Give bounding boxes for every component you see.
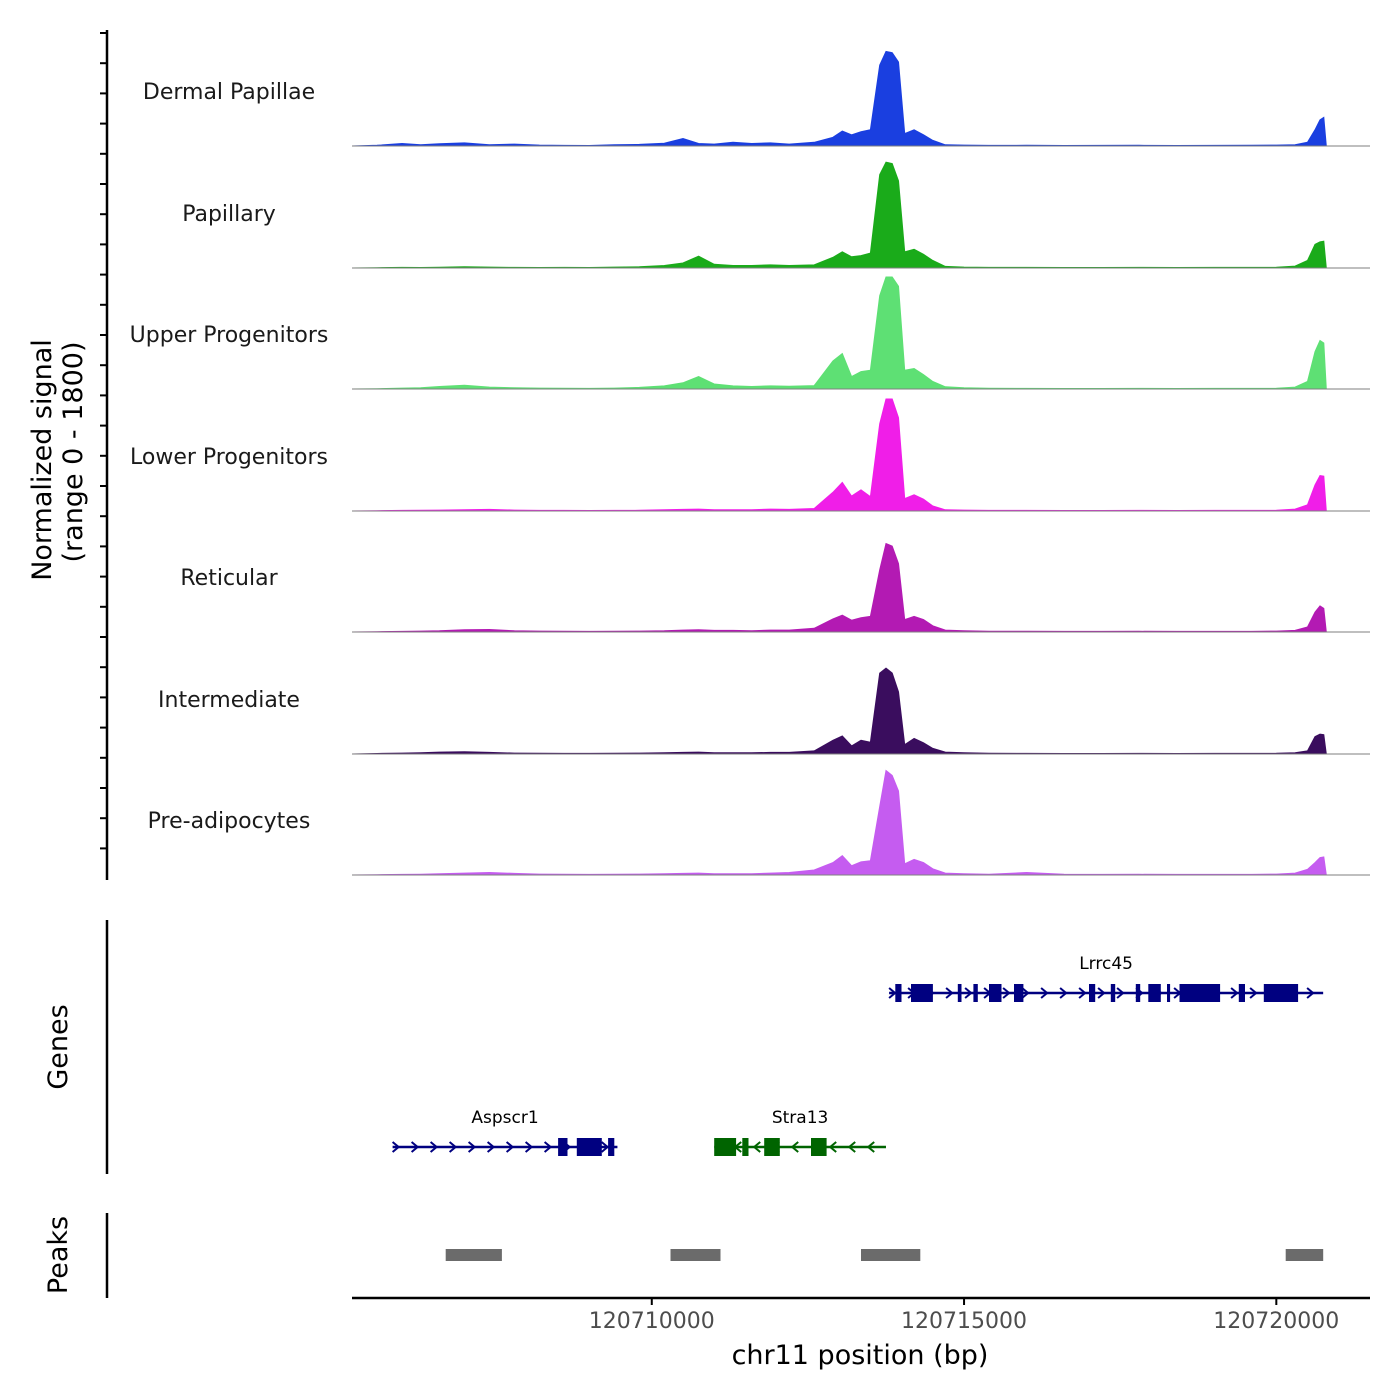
coverage-area-upper-progenitors [351,276,1327,390]
y-axis-title-line2: (range 0 - 1800) [58,342,89,563]
gene-label-lrrc45: Lrrc45 [1079,954,1133,974]
exon-stra13 [764,1138,780,1156]
strand-arrow [828,1141,837,1153]
exon-stra13 [742,1138,749,1156]
exon-lrrc45 [1014,984,1024,1002]
strand-arrow [391,1141,401,1153]
exon-lrrc45 [1089,984,1096,1002]
y-axis-title-line1: Normalized signal [27,339,58,581]
strand-arrow [524,1141,534,1153]
strand-arrow [1230,987,1239,999]
strand-arrow [410,1141,420,1153]
exon-stra13 [714,1138,737,1156]
coverage-area-reticular [351,542,1327,633]
coverage-tracks [351,50,1370,876]
strand-arrow [1116,987,1125,999]
exon-lrrc45 [1148,984,1161,1002]
exon-lrrc45 [1179,984,1221,1002]
x-axis-ticks: 120710000 120715000 120720000 [589,1298,1339,1334]
track-label: Upper Progenitors [130,323,329,348]
exon-lrrc45 [1238,984,1245,1002]
exon-lrrc45 [911,984,933,1002]
coverage-area-intermediate [351,667,1327,755]
strand-arrow [448,1141,458,1153]
strand-arrow [888,987,897,999]
x-tick-label: 120710000 [589,1309,715,1334]
peaks-panel-label: Peaks [43,1216,74,1294]
exon-aspscr1 [558,1138,568,1156]
track-label: Intermediate [158,688,300,713]
track-label: Pre-adipocytes [148,809,311,834]
exon-stra13 [811,1138,827,1156]
strand-arrow [1097,987,1106,999]
x-axis-title: chr11 position (bp) [732,1340,989,1371]
strand-arrow [1249,987,1258,999]
strand-arrow [429,1141,439,1153]
peak-region [1285,1249,1324,1261]
strand-arrow [543,1141,553,1153]
strand-arrow [1021,987,1030,999]
strand-arrow [1040,987,1049,999]
x-tick-label: 120720000 [1213,1309,1339,1334]
strand-arrow [600,1141,610,1153]
exon-lrrc45 [989,984,1002,1002]
exon-lrrc45 [1167,984,1171,1002]
exon-lrrc45 [1135,984,1141,1002]
exon-lrrc45 [973,984,978,1002]
coverage-y-axis-ticks [100,32,107,850]
exon-lrrc45 [1110,984,1116,1002]
exon-lrrc45 [957,984,962,1002]
peak-region [670,1249,721,1261]
coverage-area-papillary [351,161,1327,269]
strand-arrow [467,1141,477,1153]
track-label: Reticular [180,566,278,591]
gene-label-aspscr1: Aspscr1 [471,1108,538,1128]
strand-arrow [505,1141,515,1153]
gene-annotations: Lrrc45 Aspscr1 Stra13 [391,954,1324,1156]
coverage-area-lower-progenitors [351,398,1327,512]
coverage-area-pre-adipocytes [351,769,1327,876]
strand-arrow [1078,987,1087,999]
peak-region [861,1249,921,1261]
strand-arrow [1002,987,1011,999]
exon-lrrc45 [1263,984,1299,1002]
track-labels: Dermal Papillae Papillary Upper Progenitor… [130,80,329,834]
gene-label-stra13: Stra13 [772,1108,829,1128]
exon-lrrc45 [895,984,902,1002]
coverage-area-dermal-papillae [351,50,1327,147]
strand-arrow [945,987,954,999]
strand-arrow [866,1141,875,1153]
peak-regions [445,1249,1324,1261]
strand-arrow [486,1141,496,1153]
strand-arrow [752,1141,761,1153]
track-label: Dermal Papillae [143,80,315,105]
track-label: Papillary [182,202,276,227]
genes-panel-label: Genes [43,1004,74,1089]
strand-arrow [964,987,973,999]
x-tick-label: 120715000 [901,1309,1027,1334]
track-label: Lower Progenitors [130,445,328,470]
exon-aspscr1 [576,1138,602,1156]
peak-region [445,1249,502,1261]
strand-arrow [1059,987,1068,999]
strand-arrow [1306,987,1315,999]
strand-arrow [790,1141,799,1153]
exon-aspscr1 [608,1138,615,1156]
strand-arrow [847,1141,856,1153]
